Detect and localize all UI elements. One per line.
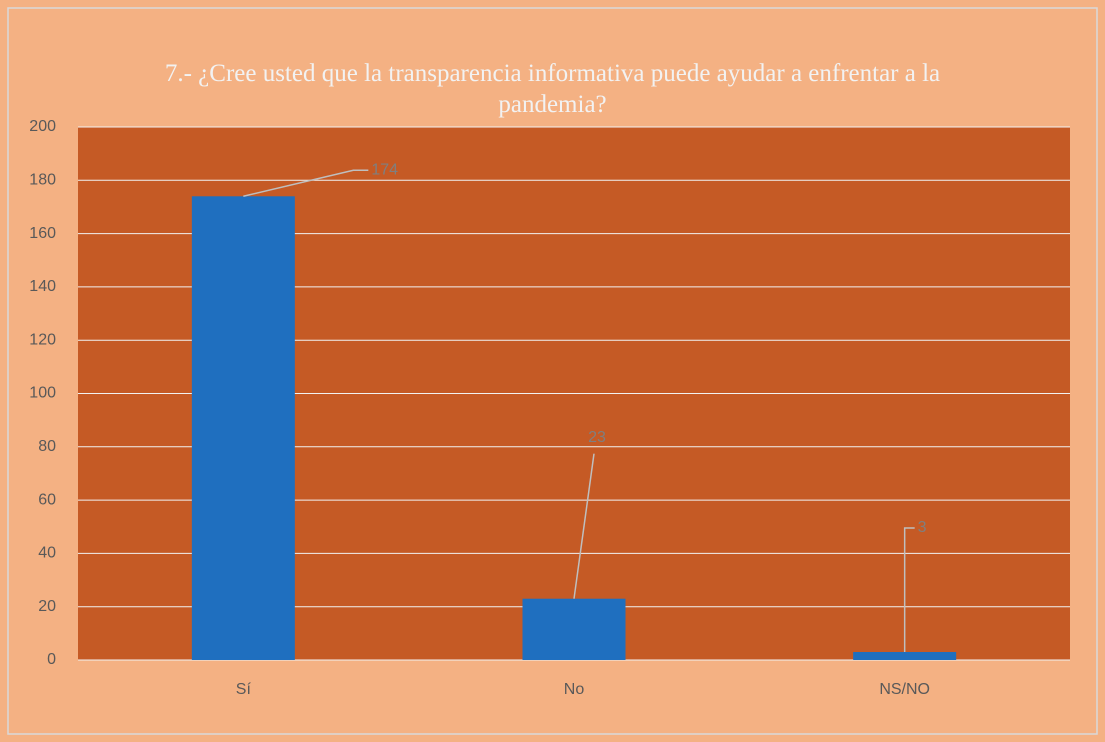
data-label: 174 [371, 162, 398, 179]
data-label: 3 [918, 519, 927, 536]
y-tick-label: 140 [29, 278, 56, 295]
x-tick-label: Sí [236, 681, 252, 698]
bar [853, 652, 957, 660]
y-tick-label: 40 [38, 545, 56, 562]
bar [522, 598, 626, 660]
y-tick-label: 60 [38, 491, 56, 508]
leader-line [903, 527, 915, 653]
data-label: 23 [588, 429, 606, 446]
chart-title: 7.- ¿Cree usted que la transparencia inf… [164, 60, 941, 118]
y-tick-label: 0 [47, 651, 56, 668]
y-tick-label: 200 [29, 118, 56, 135]
leader-line [573, 453, 595, 599]
y-tick-label: 20 [38, 598, 56, 615]
y-tick-label: 100 [29, 385, 56, 402]
x-tick-label: NS/NO [879, 681, 930, 698]
y-tick-label: 160 [29, 225, 56, 242]
leader-line [243, 169, 369, 198]
y-tick-label: 180 [29, 172, 56, 189]
frame [7, 7, 1098, 735]
y-tick-label: 80 [38, 438, 56, 455]
y-tick-label: 120 [29, 331, 56, 348]
bar [191, 196, 295, 661]
x-tick-label: No [564, 681, 585, 698]
